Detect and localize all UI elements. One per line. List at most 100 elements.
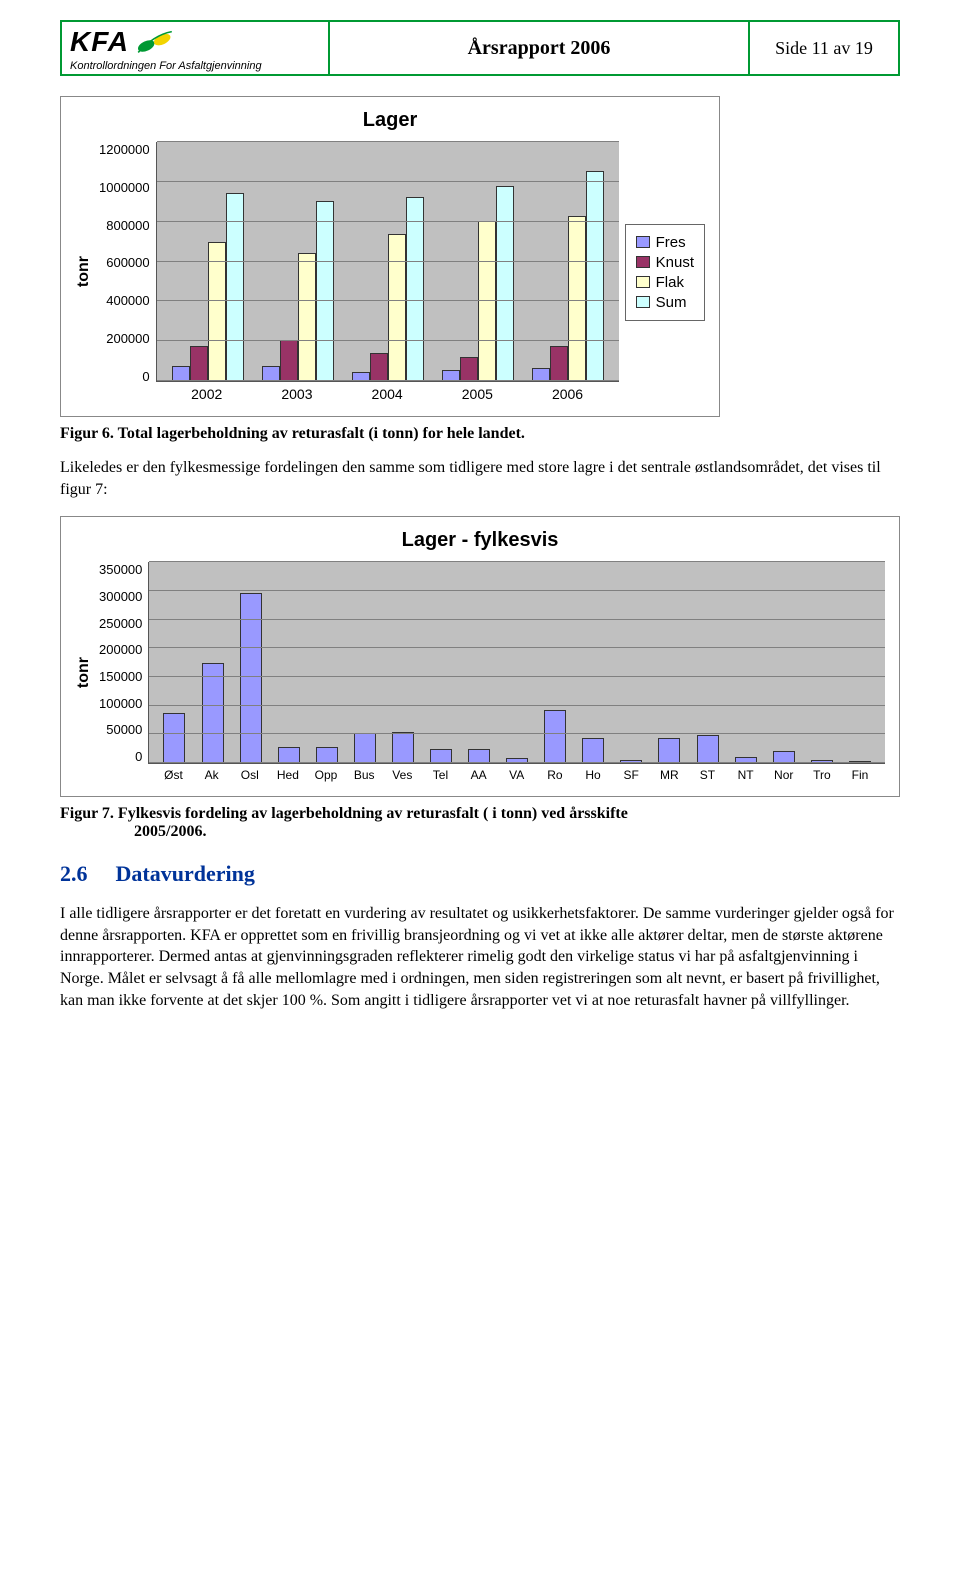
legend-label: Fres — [656, 234, 686, 251]
chart2-yticks: 3500003000002500002000001500001000005000… — [99, 562, 142, 782]
bar — [460, 357, 478, 381]
bar-group — [346, 733, 384, 763]
bar — [172, 366, 190, 381]
bar — [568, 216, 586, 381]
chart1-yticks: 120000010000008000006000004000002000000 — [99, 142, 150, 402]
x-tick-label: Tro — [803, 768, 841, 782]
bar-group — [193, 663, 231, 764]
bar-group — [308, 747, 346, 763]
bar-group — [688, 735, 726, 763]
x-tick-label: ST — [688, 768, 726, 782]
x-tick-label: MR — [650, 768, 688, 782]
bar-group — [155, 713, 193, 763]
header-title: Årsrapport 2006 — [330, 20, 750, 76]
x-tick-label: Ves — [383, 768, 421, 782]
bar — [586, 171, 604, 381]
chart-lager-fylkesvis: Lager - fylkesvis tonr 35000030000025000… — [60, 516, 900, 797]
chart-lager: Lager tonr 12000001000000800000600000400… — [60, 96, 720, 417]
bar — [190, 346, 208, 381]
bar — [163, 713, 185, 763]
x-tick-label: Ak — [193, 768, 231, 782]
x-tick-label: Opp — [307, 768, 345, 782]
bar — [370, 353, 388, 381]
section-heading: 2.6Datavurdering — [60, 861, 900, 887]
bar — [316, 747, 338, 763]
x-tick-label: SF — [612, 768, 650, 782]
paragraph-2: I alle tidligere årsrapporter er det for… — [60, 903, 900, 1011]
legend-label: Flak — [656, 274, 684, 291]
x-tick-label: Nor — [765, 768, 803, 782]
bar — [202, 663, 224, 764]
chart1-title: Lager — [75, 109, 705, 132]
legend-item: Fres — [636, 234, 694, 251]
legend-swatch — [636, 276, 650, 288]
bar — [496, 186, 514, 381]
x-tick-label: AA — [460, 768, 498, 782]
bar — [430, 749, 452, 763]
chart2-xlabels: ØstAkOslHedOppBusVesTelAAVARoHoSFMRSTNTN… — [148, 764, 885, 782]
x-tick-label: Ro — [536, 768, 574, 782]
bar — [550, 346, 568, 381]
bar-group — [422, 749, 460, 763]
x-tick-label: 2003 — [252, 386, 342, 402]
chart1-plot — [156, 142, 619, 382]
legend-label: Sum — [656, 294, 687, 311]
legend-swatch — [636, 256, 650, 268]
bar — [388, 234, 406, 381]
x-tick-label: 2005 — [432, 386, 522, 402]
bar-group — [384, 732, 422, 763]
x-tick-label: VA — [498, 768, 536, 782]
page-header: KFA Kontrollordningen For Asfaltgjenvinn… — [60, 20, 900, 76]
bar — [392, 732, 414, 763]
x-tick-label: 2002 — [162, 386, 252, 402]
bar — [697, 735, 719, 763]
logo-text: KFA — [70, 26, 129, 58]
header-page: Side 11 av 19 — [750, 20, 900, 76]
x-tick-label: Hed — [269, 768, 307, 782]
bar — [278, 747, 300, 763]
bar — [280, 340, 298, 381]
bar — [208, 242, 226, 381]
bar — [582, 738, 604, 763]
bar-group — [433, 186, 523, 381]
x-tick-label: Tel — [421, 768, 459, 782]
x-tick-label: Ho — [574, 768, 612, 782]
legend-item: Sum — [636, 294, 694, 311]
bar-group — [650, 738, 688, 763]
x-tick-label: 2006 — [522, 386, 612, 402]
leaf-icon — [135, 28, 175, 56]
bar — [262, 366, 280, 381]
x-tick-label: Osl — [231, 768, 269, 782]
legend-item: Flak — [636, 274, 694, 291]
bar — [406, 197, 424, 381]
logo-subtitle: Kontrollordningen For Asfaltgjenvinning — [70, 60, 320, 72]
chart2-ylabel: tonr — [75, 657, 93, 688]
section-title: Datavurdering — [116, 861, 255, 886]
bar — [468, 749, 490, 763]
x-tick-label: Fin — [841, 768, 879, 782]
bar — [298, 253, 316, 381]
bar — [316, 201, 334, 381]
bar — [658, 738, 680, 763]
paragraph-1: Likeledes er den fylkesmessige fordeling… — [60, 457, 900, 500]
bar-group — [270, 747, 308, 763]
chart1-ylabel: tonr — [75, 256, 93, 287]
legend-item: Knust — [636, 254, 694, 271]
bar — [354, 733, 376, 763]
logo-box: KFA Kontrollordningen For Asfaltgjenvinn… — [60, 20, 330, 76]
figure7-caption-l1: Figur 7. Fylkesvis fordeling av lagerbeh… — [60, 805, 628, 822]
figure7-caption: Figur 7. Fylkesvis fordeling av lagerbeh… — [60, 805, 900, 841]
figure7-caption-l2: 2005/2006. — [134, 823, 206, 840]
x-tick-label: 2004 — [342, 386, 432, 402]
x-tick-label: NT — [727, 768, 765, 782]
legend-label: Knust — [656, 254, 694, 271]
chart1-legend: Fres Knust Flak Sum — [625, 224, 705, 321]
bar-group — [253, 201, 343, 381]
chart1-xlabels: 20022003200420052006 — [156, 382, 619, 402]
legend-swatch — [636, 296, 650, 308]
chart2-title: Lager - fylkesvis — [75, 529, 885, 552]
bar — [544, 710, 566, 763]
bar-group — [343, 197, 433, 381]
x-tick-label: Øst — [154, 768, 192, 782]
bar-group — [460, 749, 498, 763]
